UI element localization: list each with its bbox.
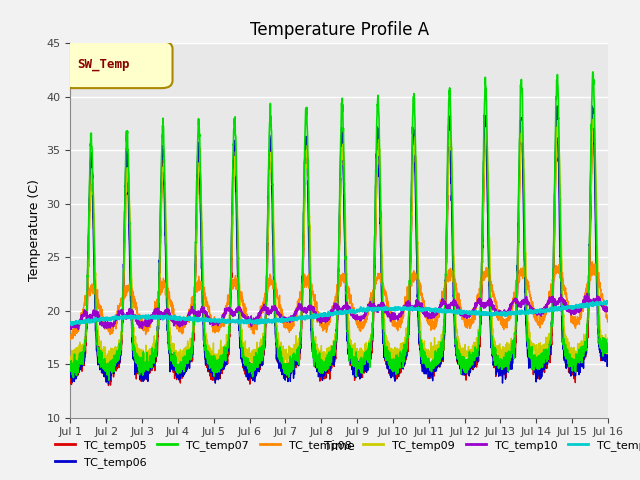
Title: Temperature Profile A: Temperature Profile A [250, 21, 429, 39]
Text: SW_Temp: SW_Temp [77, 58, 129, 71]
X-axis label: Time: Time [324, 440, 355, 453]
FancyBboxPatch shape [62, 41, 173, 88]
Y-axis label: Temperature (C): Temperature (C) [28, 180, 41, 281]
Legend: TC_temp05, TC_temp06, TC_temp07, TC_temp08, TC_temp09, TC_temp10, TC_temp11: TC_temp05, TC_temp06, TC_temp07, TC_temp… [51, 436, 640, 472]
